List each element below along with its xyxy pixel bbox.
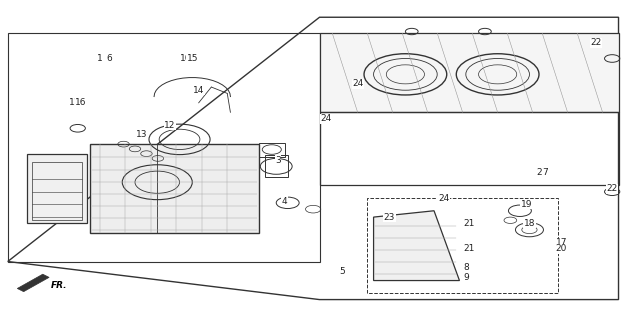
Polygon shape: [374, 211, 459, 281]
Text: 9: 9: [463, 273, 468, 282]
Bar: [259, 142, 284, 157]
Polygon shape: [17, 274, 49, 292]
Text: 18: 18: [524, 219, 535, 228]
Text: 22: 22: [590, 38, 602, 47]
Text: 23: 23: [384, 212, 395, 222]
Text: 17: 17: [555, 238, 567, 247]
Text: 16: 16: [75, 99, 87, 108]
Text: 24: 24: [320, 114, 332, 123]
Text: 10: 10: [180, 54, 192, 63]
Text: 20: 20: [555, 244, 567, 253]
Text: 2: 2: [536, 168, 542, 177]
Text: 21: 21: [463, 219, 475, 228]
Text: FR.: FR.: [50, 281, 67, 290]
Text: 7: 7: [543, 168, 548, 177]
Text: 4: 4: [282, 197, 288, 206]
Bar: [91, 144, 259, 233]
Polygon shape: [320, 33, 619, 112]
Text: 22: 22: [606, 184, 618, 193]
Text: 24: 24: [438, 194, 449, 203]
Text: 3: 3: [275, 156, 281, 164]
Text: 6: 6: [107, 54, 112, 63]
Bar: [265, 155, 288, 178]
Bar: [32, 162, 82, 220]
Text: 21: 21: [463, 244, 475, 253]
Text: 14: 14: [193, 86, 204, 95]
Text: 12: 12: [164, 121, 176, 130]
Text: 8: 8: [463, 263, 468, 272]
Text: 5: 5: [339, 267, 344, 276]
Text: 13: 13: [135, 130, 147, 139]
Text: 19: 19: [521, 200, 532, 209]
Text: 24: 24: [352, 79, 364, 88]
Bar: [27, 154, 88, 223]
Text: 15: 15: [187, 54, 198, 63]
Text: 11: 11: [69, 99, 81, 108]
Text: 1: 1: [97, 54, 103, 63]
